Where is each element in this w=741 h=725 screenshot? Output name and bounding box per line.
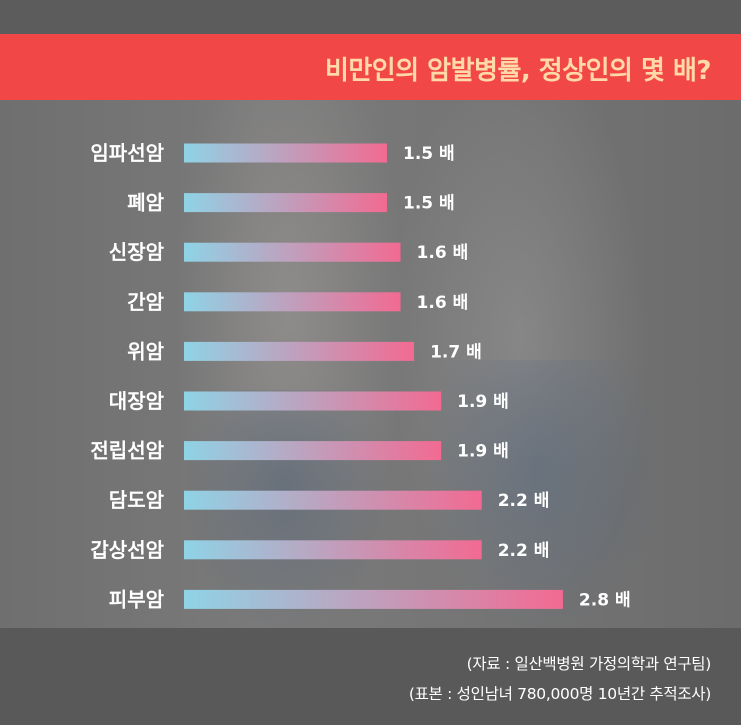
bar — [184, 540, 482, 560]
value-label: 2.2 배 — [498, 491, 550, 511]
source-note: (자료 : 일산백병원 가정의학과 연구팀) — [466, 655, 712, 673]
category-label: 전립선암 — [90, 439, 164, 463]
value-label: 1.6 배 — [417, 293, 469, 313]
photo-figure-right — [390, 100, 650, 628]
category-label: 폐암 — [127, 191, 164, 215]
bar — [184, 391, 442, 411]
category-label: 피부암 — [109, 587, 165, 611]
category-label: 신장암 — [109, 240, 165, 264]
bar — [184, 193, 387, 213]
category-label: 간암 — [127, 290, 164, 314]
bar — [184, 441, 442, 461]
category-label: 대장암 — [109, 389, 165, 413]
value-label: 1.5 배 — [403, 144, 455, 164]
chart-title: 비만인의 암발병률, 정상인의 몇 배? — [324, 56, 712, 86]
category-label: 담도암 — [109, 488, 165, 512]
value-label: 2.8 배 — [579, 590, 631, 610]
bar — [184, 589, 563, 609]
bar — [184, 242, 401, 262]
bar — [184, 341, 415, 361]
category-label: 위암 — [127, 339, 164, 363]
value-label: 1.9 배 — [457, 392, 509, 412]
background-photo — [0, 100, 741, 628]
top-strip — [0, 0, 741, 34]
category-label: 임파선암 — [90, 141, 164, 165]
value-label: 1.5 배 — [403, 194, 455, 214]
value-label: 1.7 배 — [430, 342, 482, 362]
bar — [184, 143, 387, 163]
bar — [184, 292, 401, 312]
sample-note: (표본 : 성인남녀 780,000명 10년간 추적조사) — [408, 685, 711, 703]
title-banner — [0, 34, 741, 100]
category-label: 갑상선암 — [90, 538, 164, 562]
bar — [184, 490, 482, 510]
value-label: 1.9 배 — [457, 442, 509, 462]
value-label: 2.2 배 — [498, 541, 550, 561]
footer — [0, 628, 741, 725]
value-label: 1.6 배 — [417, 243, 469, 263]
photo-figure-left — [175, 100, 405, 628]
